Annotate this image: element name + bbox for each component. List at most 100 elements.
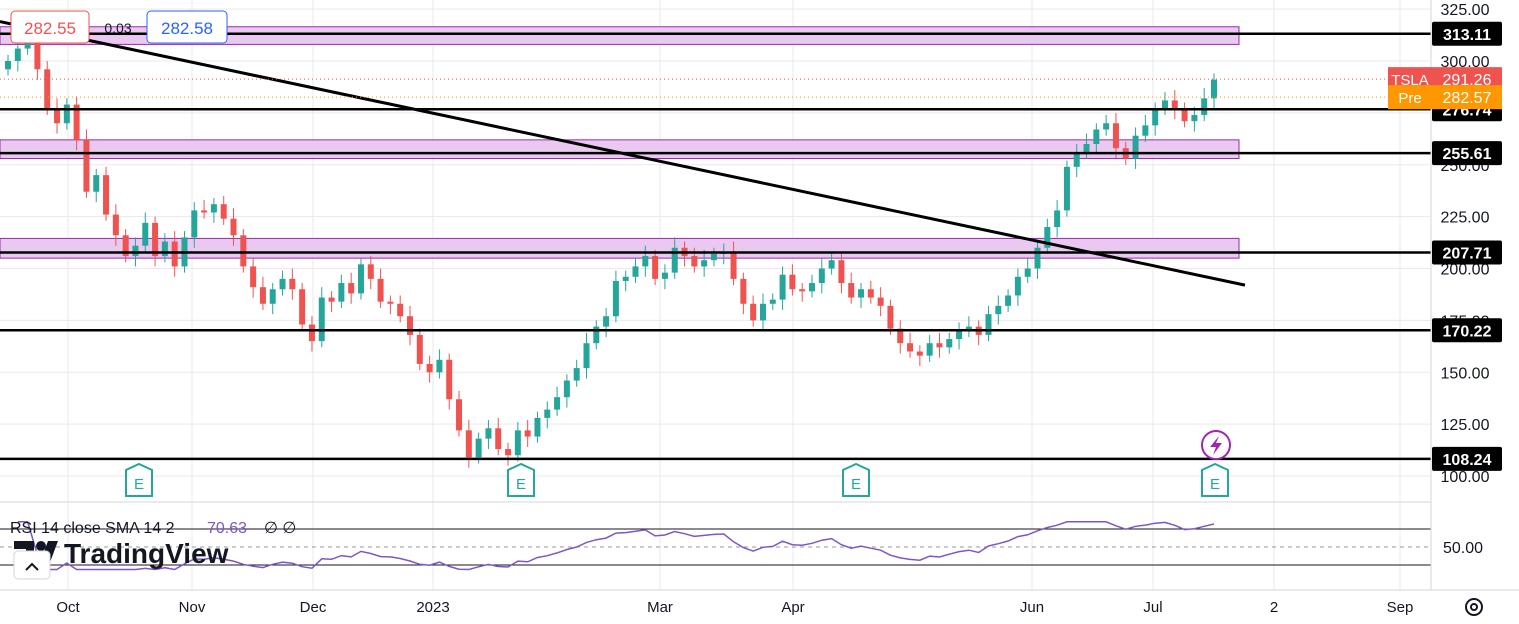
time-axis-label: Oct [56, 599, 80, 616]
collapse-pane-button[interactable] [13, 550, 51, 580]
candle-body [701, 260, 708, 267]
candle-body [103, 175, 110, 215]
candle-body [671, 247, 678, 273]
candle-body [1005, 295, 1012, 306]
candle-body [1161, 100, 1168, 109]
candle-body [44, 69, 51, 109]
candle-body [730, 251, 737, 279]
candle-body [583, 343, 590, 369]
time-axis-label: Dec [300, 599, 327, 616]
price-tick-label: 300.00 [1441, 54, 1490, 71]
watermark-text: TradingView [64, 538, 229, 569]
price-tick-label: 150.00 [1441, 365, 1490, 382]
candle-body [867, 289, 874, 298]
candle-body [818, 268, 825, 284]
rsi-pane: 50.00 [0, 521, 1483, 571]
candle-body [1073, 152, 1080, 167]
spread-value: 0.03 [104, 20, 131, 36]
candle-body [259, 287, 266, 304]
candle-body [1044, 227, 1051, 248]
candle-body [357, 264, 364, 294]
candle-body [338, 283, 345, 302]
candle-body [593, 326, 600, 344]
time-axis-label: Jul [1143, 599, 1162, 616]
price-badge-name-bg [1388, 85, 1432, 110]
level-label: 313.11 [1443, 27, 1491, 44]
candle-body [1181, 108, 1188, 122]
candle-body [269, 289, 276, 304]
time-axis-labels[interactable]: Oct Nov Dec 2023 Mar Apr Jun Jul 2 Sep [56, 599, 1413, 616]
candle-body [1034, 247, 1041, 269]
horizontal-levels[interactable] [0, 32, 1431, 461]
earnings-marker-label: E [516, 476, 526, 493]
candle-body [554, 397, 561, 410]
price-badge-name: Pre [1398, 90, 1421, 107]
candle-body [299, 289, 306, 325]
candle-body [308, 324, 315, 342]
candle-body [465, 430, 472, 458]
price-tick-label: 200.00 [1441, 262, 1490, 279]
candle-body [1093, 129, 1100, 144]
candle-body [5, 61, 11, 70]
earnings-marker[interactable] [1201, 462, 1229, 497]
candle-body [1201, 98, 1208, 115]
level-label-bg [1432, 21, 1502, 46]
candle-body [289, 278, 296, 290]
candle-body [897, 328, 904, 344]
candle-body [838, 260, 845, 284]
candle-body [279, 278, 286, 290]
candle-body [1103, 123, 1110, 130]
candle-body [1063, 166, 1070, 211]
candle-body [858, 289, 865, 298]
candle-body [534, 417, 541, 437]
level-label-bg [1432, 141, 1502, 166]
candle-body [210, 204, 217, 213]
candle-body [112, 214, 119, 236]
candle-body [1112, 123, 1119, 149]
candle-body [956, 330, 963, 340]
candle-body [946, 339, 953, 348]
price-tick-label: 100.00 [1441, 469, 1490, 486]
time-axis-label: 2 [1270, 599, 1278, 616]
bid-box[interactable]: 282.55 [10, 10, 90, 44]
ask-box[interactable]: 282.58 [146, 10, 228, 44]
gear-icon[interactable] [1465, 598, 1483, 616]
time-axis-label: Apr [781, 599, 804, 616]
horizontal-gridlines [0, 8, 1431, 477]
time-axis-label: 2023 [416, 599, 449, 616]
candle-body [367, 264, 374, 279]
price-tick-label: 325.00 [1441, 2, 1490, 19]
candle-body [848, 283, 855, 298]
candle-body [24, 40, 31, 49]
candle-body [456, 399, 463, 431]
candle-body [485, 428, 492, 439]
time-axis-label: Mar [647, 599, 673, 616]
candle-body [505, 449, 512, 456]
candle-body [201, 210, 208, 213]
earnings-marker[interactable] [842, 462, 870, 497]
earnings-marker[interactable] [507, 462, 535, 497]
price-tick-label: 125.00 [1441, 417, 1490, 434]
rsi-legend-label[interactable]: RSI 14 close SMA 14 2 [10, 520, 175, 537]
earnings-marker[interactable] [125, 462, 153, 497]
candle-body [318, 297, 325, 342]
candle-body [1152, 108, 1159, 126]
candle-body [1054, 210, 1061, 227]
candle-body [769, 299, 776, 304]
candle-body [622, 276, 629, 281]
chevron-up-icon [25, 562, 39, 571]
candle-body [828, 260, 835, 269]
candle-body [122, 235, 129, 257]
rsi-legend-extra: ∅ ∅ [264, 520, 296, 537]
lightning-icon[interactable] [1201, 430, 1231, 460]
candle-body [916, 351, 923, 356]
rsi-legend-value: 70.63 [207, 520, 247, 537]
candle-body [377, 278, 384, 302]
candle-body [750, 303, 757, 321]
candle-body [230, 218, 237, 236]
candle-body [142, 222, 149, 246]
candle-body [1083, 144, 1090, 153]
